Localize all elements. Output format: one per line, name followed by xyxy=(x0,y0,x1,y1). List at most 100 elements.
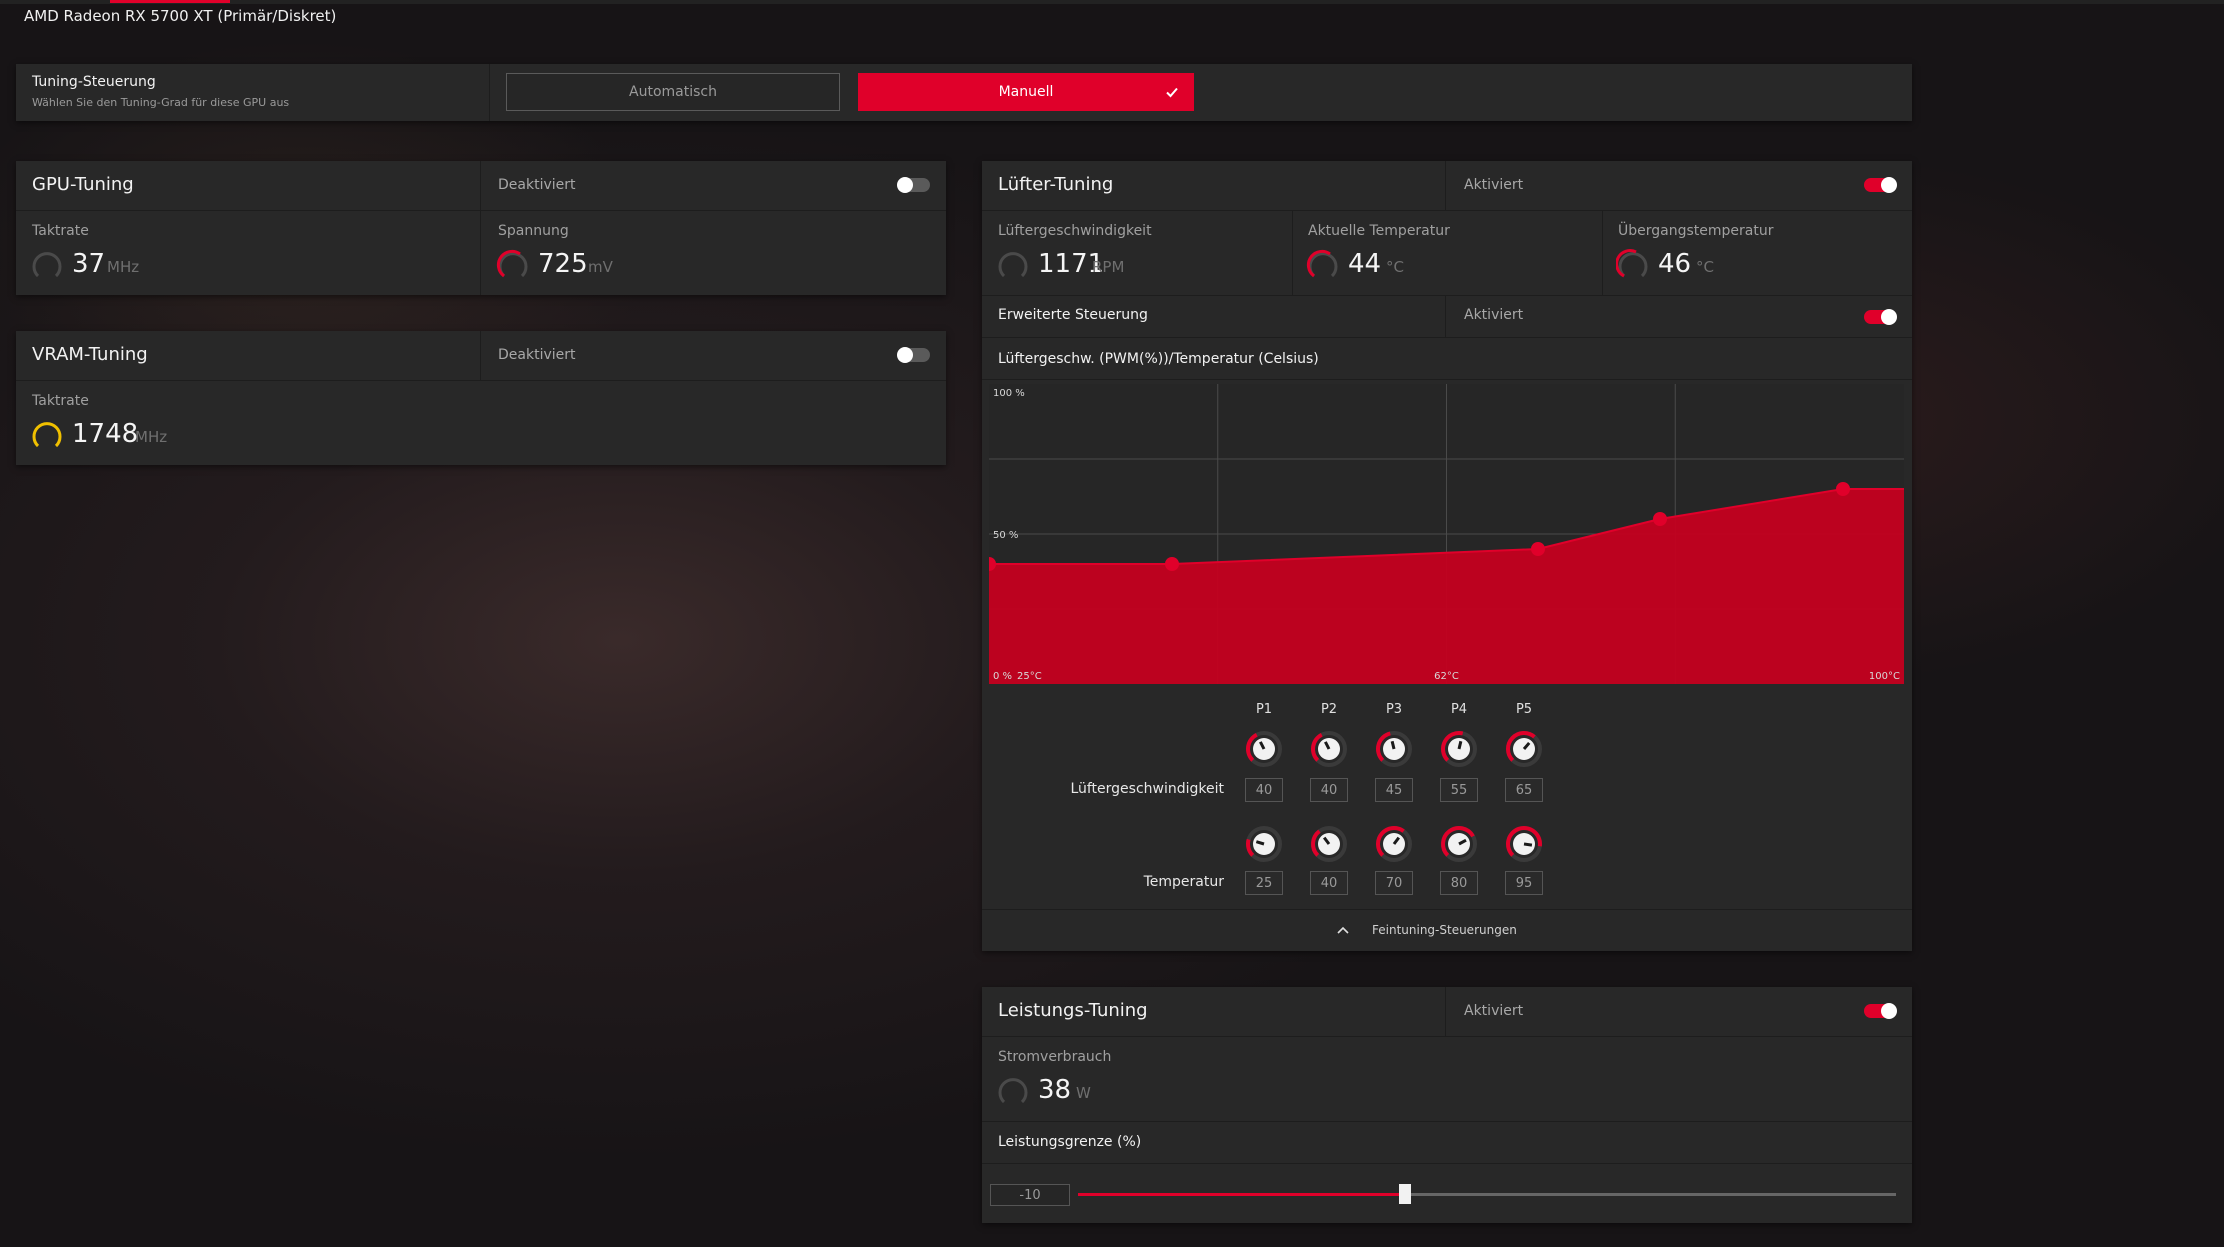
fan-speed-row-label: Lüftergeschwindigkeit xyxy=(1070,781,1224,797)
y-tick-label: 0 % xyxy=(993,671,1012,682)
vram-tuning-status: Deaktiviert xyxy=(498,347,576,363)
fan-speed-value-5[interactable]: 65 xyxy=(1505,778,1543,802)
current-temp-unit: °C xyxy=(1386,258,1404,276)
fan-speed-gauge-icon xyxy=(998,252,1028,278)
fan-tuning-title: Lüfter-Tuning xyxy=(998,174,1114,195)
junction-temp-label: Übergangstemperatur xyxy=(1618,223,1774,239)
advanced-control-label: Erweiterte Steuerung xyxy=(998,307,1148,323)
gpu-tuning-title: GPU-Tuning xyxy=(32,174,134,195)
point-label-4: P4 xyxy=(1450,702,1468,717)
x-tick-label: 25°C xyxy=(1017,671,1042,682)
check-icon xyxy=(1166,87,1178,98)
temperature-knob-5[interactable] xyxy=(1504,824,1544,864)
power-tuning-toggle[interactable] xyxy=(1864,1003,1897,1019)
fan-tuning-status: Aktiviert xyxy=(1464,177,1524,193)
gpu-tuning-toggle[interactable] xyxy=(897,177,930,193)
point-label-3: P3 xyxy=(1385,702,1403,717)
temperature-value-1[interactable]: 25 xyxy=(1245,871,1283,895)
x-tick-label: 100°C xyxy=(1869,671,1900,682)
fine-tuning-toggle[interactable]: Feintuning-Steuerungen xyxy=(1330,921,1570,941)
temperature-knob-4[interactable] xyxy=(1439,824,1479,864)
power-gauge-icon xyxy=(998,1078,1028,1104)
point-label-1: P1 xyxy=(1255,702,1273,717)
temperature-row-label: Temperatur xyxy=(1143,874,1224,890)
power-limit-slider[interactable] xyxy=(1078,1184,1896,1204)
temperature-knob-1[interactable] xyxy=(1244,824,1284,864)
gpu-clock-value: 37 xyxy=(72,249,106,279)
gpu-clock-unit: MHz xyxy=(107,258,140,276)
vram-tuning-title: VRAM-Tuning xyxy=(32,344,148,365)
power-limit-slider-thumb[interactable] xyxy=(1399,1184,1412,1204)
advanced-control-toggle[interactable] xyxy=(1864,309,1897,325)
power-tuning-title: Leistungs-Tuning xyxy=(998,1000,1148,1021)
vram-tuning-panel xyxy=(16,331,946,465)
advanced-control-status: Aktiviert xyxy=(1464,307,1524,323)
fan-speed-knob-5[interactable] xyxy=(1504,729,1544,769)
fan-tuning-toggle[interactable] xyxy=(1864,177,1897,193)
power-consumption-unit: W xyxy=(1076,1084,1091,1102)
temperature-knob-2[interactable] xyxy=(1309,824,1349,864)
fan-curve-chart[interactable]: 100 % 50 % 0 % 25°C 62°C 100°C xyxy=(989,384,1904,684)
tuning-control-subtitle: Wählen Sie den Tuning-Grad für diese GPU… xyxy=(32,96,290,109)
temperature-value-5[interactable]: 95 xyxy=(1505,871,1543,895)
fan-speed-knob-2[interactable] xyxy=(1309,729,1349,769)
temperature-value-2[interactable]: 40 xyxy=(1310,871,1348,895)
fine-tuning-label: Feintuning-Steuerungen xyxy=(1372,923,1517,937)
tuning-control-title: Tuning-Steuerung xyxy=(32,74,156,90)
gpu-clock-label: Taktrate xyxy=(32,223,89,239)
gpu-voltage-unit: mV xyxy=(588,258,613,276)
gpu-clock-gauge-icon xyxy=(32,252,62,278)
fan-speed-unit: RPM xyxy=(1092,258,1125,276)
fan-speed-value-3[interactable]: 45 xyxy=(1375,778,1413,802)
junction-temp-value: 46 xyxy=(1658,249,1692,279)
fan-curve-line xyxy=(989,488,1904,565)
fan-chart-title: Lüftergeschw. (PWM(%))/Temperatur (Celsi… xyxy=(998,351,1319,367)
point-label-5: P5 xyxy=(1515,702,1533,717)
power-limit-input[interactable]: -10 xyxy=(990,1184,1070,1206)
fan-speed-value-1[interactable]: 40 xyxy=(1245,778,1283,802)
fan-curve-point-4[interactable] xyxy=(1653,512,1667,526)
junction-temp-gauge-icon xyxy=(1616,249,1648,278)
gpu-tuning-status: Deaktiviert xyxy=(498,177,576,193)
gpu-voltage-gauge-icon xyxy=(496,249,528,278)
manual-button-label: Manuell xyxy=(998,84,1054,100)
fan-speed-value-4[interactable]: 55 xyxy=(1440,778,1478,802)
manual-button[interactable]: Manuell xyxy=(858,73,1194,111)
current-temp-label: Aktuelle Temperatur xyxy=(1308,223,1450,239)
gpu-voltage-label: Spannung xyxy=(498,223,569,239)
current-temp-gauge-icon xyxy=(1306,249,1338,278)
temperature-value-3[interactable]: 70 xyxy=(1375,871,1413,895)
chevron-up-icon xyxy=(1337,926,1349,934)
fan-curve-point-1[interactable] xyxy=(989,557,996,571)
fan-speed-value: 1171 xyxy=(1038,249,1105,279)
fan-speed-label: Lüftergeschwindigkeit xyxy=(998,223,1152,239)
power-consumption-label: Stromverbrauch xyxy=(998,1049,1112,1065)
fan-curve-point-3[interactable] xyxy=(1531,542,1545,556)
fan-curve-area xyxy=(989,489,1904,684)
temperature-knob-3[interactable] xyxy=(1374,824,1414,864)
y-tick-label: 100 % xyxy=(993,388,1025,399)
fan-curve-point-5[interactable] xyxy=(1836,482,1850,496)
fan-speed-knob-3[interactable] xyxy=(1374,729,1414,769)
fan-speed-knob-1[interactable] xyxy=(1244,729,1284,769)
vram-clock-gauge-icon xyxy=(32,422,62,448)
fan-speed-value-2[interactable]: 40 xyxy=(1310,778,1348,802)
power-consumption-value: 38 xyxy=(1038,1075,1072,1105)
junction-temp-unit: °C xyxy=(1696,258,1714,276)
gpu-voltage-value: 725 xyxy=(538,249,588,279)
fan-curve-point-2[interactable] xyxy=(1165,557,1179,571)
vram-clock-unit: MHz xyxy=(135,428,168,446)
y-tick-label: 50 % xyxy=(993,530,1018,541)
current-temp-value: 44 xyxy=(1348,249,1382,279)
automatic-button[interactable]: Automatisch xyxy=(506,73,840,111)
vram-tuning-toggle[interactable] xyxy=(897,347,930,363)
gpu-tuning-panel xyxy=(16,161,946,295)
power-limit-label: Leistungsgrenze (%) xyxy=(998,1134,1142,1150)
power-limit-slider-fill xyxy=(1078,1193,1406,1196)
temperature-value-4[interactable]: 80 xyxy=(1440,871,1478,895)
power-tuning-status: Aktiviert xyxy=(1464,1003,1524,1019)
fan-speed-knob-4[interactable] xyxy=(1439,729,1479,769)
point-label-2: P2 xyxy=(1320,702,1338,717)
power-tuning-panel xyxy=(982,987,1912,1223)
x-tick-label: 62°C xyxy=(1434,671,1459,682)
